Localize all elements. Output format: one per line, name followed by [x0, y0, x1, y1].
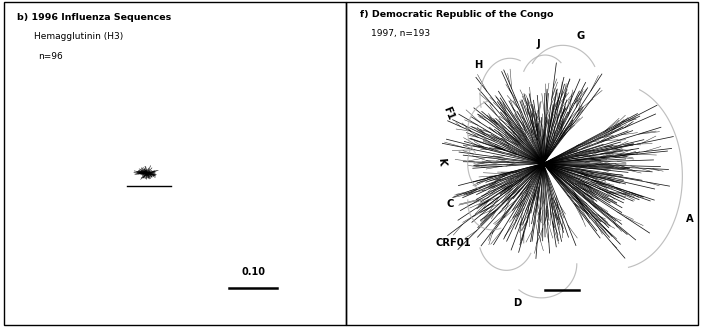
Text: H: H: [474, 60, 482, 70]
Text: 0.10: 0.10: [241, 267, 265, 277]
Text: K: K: [436, 158, 447, 166]
Text: f) Democratic Republic of the Congo: f) Democratic Republic of the Congo: [360, 10, 554, 19]
Text: J: J: [536, 39, 540, 49]
Text: n=96: n=96: [38, 52, 62, 61]
Text: G: G: [576, 31, 585, 41]
Text: D: D: [513, 298, 521, 308]
Text: A: A: [686, 214, 693, 224]
Text: F1: F1: [441, 105, 456, 122]
Text: CRF01: CRF01: [436, 238, 472, 248]
Text: 1997, n=193: 1997, n=193: [371, 29, 430, 38]
Text: b) 1996 Influenza Sequences: b) 1996 Influenza Sequences: [18, 13, 172, 22]
Text: C: C: [447, 199, 454, 209]
Text: Hemagglutinin (H3): Hemagglutinin (H3): [34, 32, 123, 42]
